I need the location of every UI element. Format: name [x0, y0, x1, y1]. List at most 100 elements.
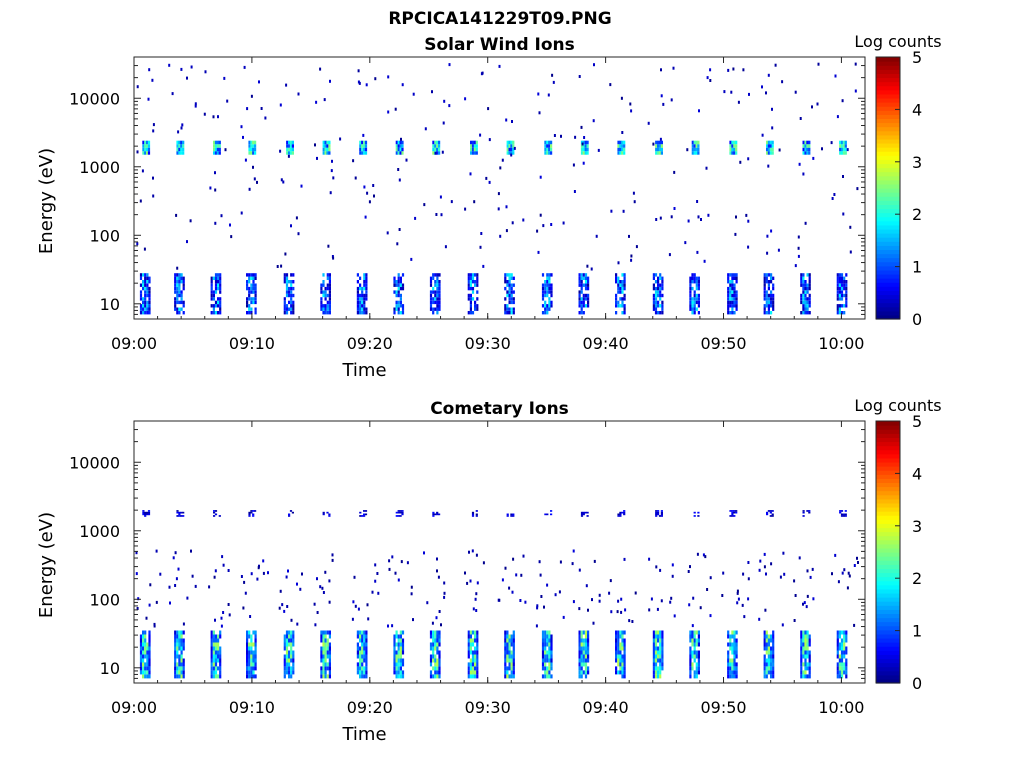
spectrogram-cell	[397, 646, 400, 651]
spectrogram-cell	[836, 642, 839, 647]
spectrogram-cell	[320, 650, 323, 655]
spectrogram-cell	[401, 140, 404, 145]
spectrogram-cell	[804, 646, 807, 651]
spectrogram-cell	[469, 670, 472, 675]
colorbar-frame	[875, 56, 901, 320]
spectrogram-cell	[393, 311, 396, 315]
spectrogram-cell	[285, 307, 289, 311]
spectrogram-cell	[290, 638, 293, 643]
spectrogram-cell	[176, 654, 179, 659]
spectrogram-cell	[707, 213, 710, 217]
spectrogram-cell	[772, 276, 775, 280]
spectrogram-cell	[767, 140, 770, 145]
spectrogram-cell	[176, 273, 179, 277]
spectrogram-cell	[578, 75, 581, 78]
spectrogram-cell	[476, 307, 479, 311]
spectrogram-cell	[689, 304, 692, 308]
spectrogram-cell	[578, 662, 581, 667]
spectrogram-cell	[697, 630, 700, 635]
spectrogram-cell	[365, 290, 368, 294]
spectrogram-cell	[541, 662, 545, 667]
spectrogram-cell	[806, 594, 809, 598]
spectrogram-cell	[731, 304, 734, 308]
spectrogram-cell	[702, 553, 705, 557]
spectrogram-cell	[508, 147, 511, 152]
spectrogram-cell	[697, 511, 700, 514]
spectrogram-cell	[617, 140, 620, 145]
spectrogram-cell	[469, 634, 472, 639]
spectrogram-cell	[657, 510, 660, 512]
spectrogram-cell	[510, 283, 513, 287]
spectrogram-cell	[397, 666, 400, 671]
spectrogram-cell	[470, 144, 473, 148]
spectrogram-cell	[148, 658, 151, 663]
spectrogram-cell	[290, 307, 293, 311]
colorbar-swatch	[876, 457, 900, 463]
spectrogram-cell	[475, 510, 478, 512]
spectrogram-cell	[838, 293, 841, 298]
spectrogram-cell	[469, 311, 472, 315]
spectrogram-cell	[399, 510, 402, 512]
colorbar-swatch	[876, 179, 900, 185]
spectrogram-cell	[248, 290, 251, 294]
spectrogram-cell	[836, 654, 839, 659]
spectrogram-cell	[811, 105, 813, 109]
spectrogram-cell	[471, 549, 474, 553]
y-tick-label: 100	[89, 590, 120, 609]
spectrogram-cell	[580, 638, 583, 643]
spectrogram-cell	[401, 638, 405, 643]
spectrogram-cell	[322, 513, 325, 516]
spectrogram-cell	[248, 140, 251, 145]
spectrogram-cell	[373, 194, 375, 198]
spectrogram-cell	[838, 283, 841, 287]
y-tick-label: 10	[100, 659, 120, 678]
spectrogram-cell	[621, 642, 624, 647]
spectrogram-cell	[279, 589, 282, 593]
spectrogram-cell	[512, 290, 515, 294]
spectrogram-cell	[578, 568, 581, 572]
spectrogram-cell	[359, 515, 362, 517]
spectrogram-cell	[769, 147, 772, 152]
spectrogram-cell	[359, 293, 362, 298]
spectrogram-cell	[584, 147, 587, 152]
spectrogram-cell	[326, 300, 329, 305]
spectrogram-cell	[146, 662, 149, 667]
spectrogram-cell	[544, 304, 547, 308]
spectrogram-cell	[840, 293, 844, 298]
spectrogram-cell	[148, 642, 151, 647]
spectrogram-cell	[733, 151, 736, 155]
spectrogram-cell	[731, 276, 734, 280]
spectrogram-cell	[735, 646, 738, 651]
spectrogram-cell	[705, 166, 708, 170]
spectrogram-cell	[747, 157, 750, 161]
spectrogram-cell	[580, 273, 583, 277]
spectrogram-cell	[652, 646, 655, 651]
spectrogram-cell	[586, 264, 589, 268]
spectrogram-cell	[212, 311, 215, 315]
spectrogram-cell	[808, 140, 811, 145]
spectrogram-cell	[804, 642, 807, 647]
spectrogram-cell	[506, 642, 509, 647]
spectrogram-cell	[144, 290, 147, 294]
spectrogram-cell	[659, 666, 662, 671]
spectrogram-cell	[176, 511, 179, 514]
spectrogram-cell	[395, 515, 398, 517]
spectrogram-cell	[365, 280, 368, 284]
spectrogram-cell	[393, 646, 396, 651]
spectrogram-cell	[778, 148, 781, 152]
spectrogram-cell	[467, 286, 470, 291]
spectrogram-cell	[401, 311, 405, 315]
spectrogram-cell	[176, 646, 179, 651]
spectrogram-cell	[582, 646, 585, 651]
spectrogram-cell	[155, 549, 158, 553]
spectrogram-cell	[153, 622, 156, 626]
spectrogram-cell	[733, 674, 736, 679]
spectrogram-cell	[687, 219, 690, 223]
spectrogram-cell	[363, 273, 366, 277]
spectrogram-cell	[659, 273, 662, 277]
spectrogram-cell	[442, 121, 445, 125]
spectrogram-cell	[804, 634, 807, 639]
spectrogram-cell	[733, 642, 736, 647]
spectrogram-cell	[429, 670, 433, 675]
